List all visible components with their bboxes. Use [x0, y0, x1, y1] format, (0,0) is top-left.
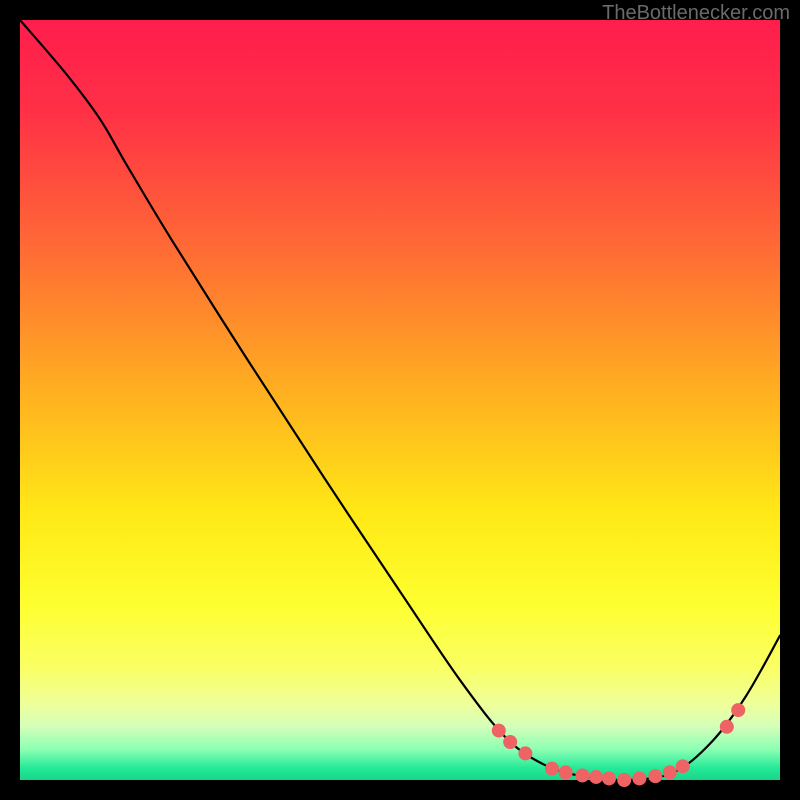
highlight-marker — [720, 720, 733, 733]
highlight-marker — [492, 724, 505, 737]
highlight-marker — [732, 704, 745, 717]
highlight-marker — [649, 770, 662, 783]
highlight-marker — [603, 772, 616, 785]
highlight-marker — [663, 766, 676, 779]
attribution-text: TheBottlenecker.com — [602, 2, 790, 25]
highlight-markers — [492, 704, 744, 787]
highlight-marker — [590, 770, 603, 783]
bottleneck-curve — [20, 20, 780, 780]
plot-area — [20, 20, 780, 780]
curve-layer — [20, 20, 780, 780]
highlight-marker — [576, 769, 589, 782]
highlight-marker — [676, 760, 689, 773]
highlight-marker — [546, 762, 559, 775]
highlight-marker — [618, 774, 631, 787]
highlight-marker — [504, 736, 517, 749]
highlight-marker — [559, 766, 572, 779]
highlight-marker — [633, 772, 646, 785]
highlight-marker — [519, 747, 532, 760]
